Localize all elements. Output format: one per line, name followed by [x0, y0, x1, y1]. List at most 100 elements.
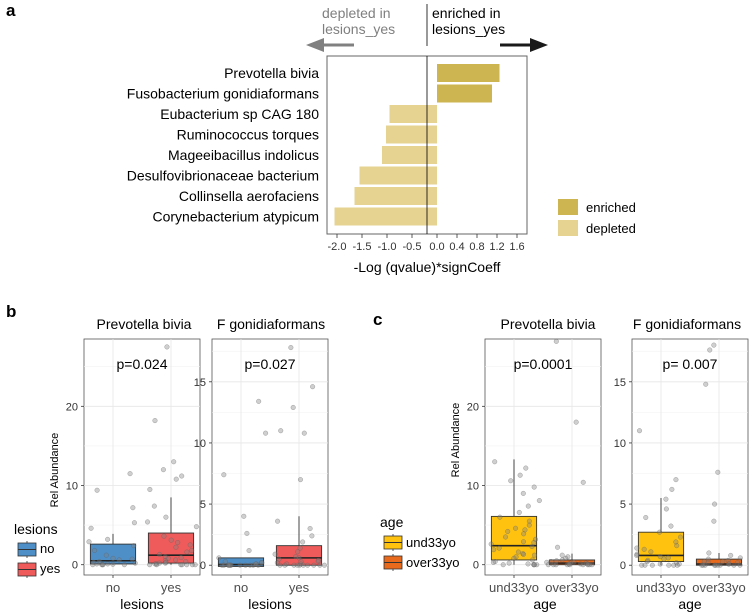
b2-point-no-23 [253, 561, 259, 567]
c2-point-over33yo-7 [706, 550, 712, 556]
c1-point-und33yo-27 [511, 555, 517, 561]
facet-title-c2: F gonidiaformans [633, 316, 741, 332]
c2-point-over33yo-3 [703, 381, 709, 387]
b1-point-yes-29 [184, 562, 190, 568]
b2-point-no-3 [221, 472, 227, 478]
c1-point-und33yo-18 [520, 539, 527, 545]
c2-point-und33yo-25 [674, 562, 680, 568]
x-axis-title-c2: age [678, 596, 702, 612]
c2-point-und33yo-3 [669, 486, 675, 492]
c1-point-over33yo-22 [585, 562, 591, 568]
b1-point-yes-26 [147, 562, 153, 568]
x-tick-label-9: 1.6 [509, 241, 524, 253]
legend-swatch-enriched [558, 199, 578, 215]
b2-point-yes-1 [288, 345, 294, 351]
legend-label-und33yo: und33yo [406, 535, 456, 550]
c1-point-und33yo-25 [531, 552, 537, 558]
facet-b1: 0 10 20 p=0.024 no yes [66, 338, 201, 595]
b2-point-yes-7 [275, 518, 281, 524]
facet-title-b2: F gonidiaformans [217, 316, 325, 332]
b1-box-yes [147, 532, 195, 564]
c2-point-over33yo-23 [700, 562, 706, 568]
c2-point-und33yo-9 [677, 534, 684, 540]
bar-5 [382, 146, 437, 164]
legend-label-enriched: enriched [586, 200, 636, 215]
b1-point-yes-10 [144, 519, 151, 525]
b1-point-yes-31 [187, 542, 193, 548]
legend-key-no [17, 541, 37, 558]
c1-x-tick-label-und33yo: und33yo [489, 580, 539, 595]
b2-x-tick-label-no: no [234, 580, 248, 595]
c2-point-und33yo-27 [649, 562, 655, 568]
c1-x-tick-label-over33yo: over33yo [545, 580, 598, 595]
c1-point-und33yo-38 [531, 539, 537, 546]
b2-point-yes-4 [278, 428, 284, 434]
b1-point-no-21 [86, 539, 92, 545]
b1-point-no-20 [100, 562, 106, 568]
b2-point-yes-27 [277, 562, 283, 568]
facet-c2: 0 5 10 15 p= 0.007 und33yo over33yo [614, 338, 749, 595]
c2-y-tick-label-2: 5 [620, 499, 626, 511]
b1-y-tick-label-1: 0 [72, 560, 78, 572]
panel-label-b: b [6, 302, 16, 321]
c2-point-over33yo-21 [737, 562, 743, 568]
c1-point-over33yo-19 [580, 562, 586, 568]
c1-point-und33yo-32 [525, 561, 531, 567]
facet-title-b1: Prevotella bivia [97, 316, 192, 332]
c1-point-over33yo-24 [589, 562, 595, 568]
c2-point-und33yo-11 [674, 543, 680, 549]
b2-x-tick-label-yes: yes [289, 580, 310, 595]
c2-point-und33yo-29 [634, 545, 640, 551]
c2-point-over33yo-15 [726, 561, 732, 567]
b1-point-yes-1 [164, 344, 170, 350]
b1-box-no [89, 543, 137, 565]
x-tick-label-2: -1.5 [353, 241, 372, 253]
c2-point-over33yo-9 [737, 555, 743, 561]
b1-pvalue: p=0.024 [117, 356, 168, 372]
bar-4 [386, 125, 437, 144]
c1-point-over33yo-17 [550, 562, 556, 568]
b2-frame [211, 338, 329, 576]
c1-point-over33yo-4 [554, 544, 561, 550]
b1-point-yes-4 [160, 467, 166, 473]
b2-point-no-14 [255, 562, 261, 568]
c2-point-und33yo-15 [657, 554, 663, 560]
c1-point-und33yo-21 [496, 545, 502, 551]
b2-point-no-19 [237, 562, 243, 568]
category-label-6: Desulfovibrionaceae bacterium [127, 168, 319, 184]
c1-point-und33yo-5 [531, 484, 537, 490]
c1-point-und33yo-8 [525, 503, 531, 509]
b2-point-yes-13 [272, 551, 278, 557]
b2-point-yes-9 [309, 533, 315, 539]
b1-point-yes-15 [189, 547, 195, 553]
category-label-7: Collinsella aerofaciens [179, 188, 319, 204]
b1-point-yes-27 [154, 562, 160, 568]
b1-point-no-7 [103, 552, 109, 558]
b2-point-yes-23 [321, 562, 327, 568]
legend-label-depleted: depleted [586, 221, 636, 236]
c2-point-und33yo-22 [657, 561, 663, 567]
b2-point-yes-2 [310, 384, 316, 390]
b2-point-no-1 [256, 398, 262, 404]
c2-point-und33yo-17 [661, 556, 667, 562]
c1-point-und33yo-11 [526, 518, 532, 524]
c1-point-und33yo-4 [508, 478, 514, 484]
b1-point-no-24 [127, 471, 133, 477]
c2-point-und33yo-4 [663, 496, 669, 502]
legend-label-yes: yes [40, 561, 61, 576]
b1-point-no-1 [130, 505, 136, 511]
b2-point-yes-10 [300, 539, 306, 545]
b1-point-yes-28 [179, 562, 185, 568]
c1-point-und33yo-39 [522, 527, 528, 533]
legend-title-c: age [380, 514, 404, 530]
c1-point-over33yo-21 [567, 562, 573, 568]
b1-point-yes-9 [163, 514, 169, 520]
c2-point-over33yo-2 [707, 347, 713, 353]
c1-point-und33yo-15 [521, 531, 527, 537]
annotation-left-line2: lesions_yes [322, 21, 395, 37]
category-label-4: Ruminococcus torques [177, 127, 319, 143]
b2-y-tick-label-3: 10 [194, 438, 206, 450]
c1-y-tick-label-2: 10 [467, 481, 479, 493]
y-axis-title-c: Rel Abundance [450, 403, 462, 478]
c1-point-over33yo-1 [553, 338, 559, 344]
